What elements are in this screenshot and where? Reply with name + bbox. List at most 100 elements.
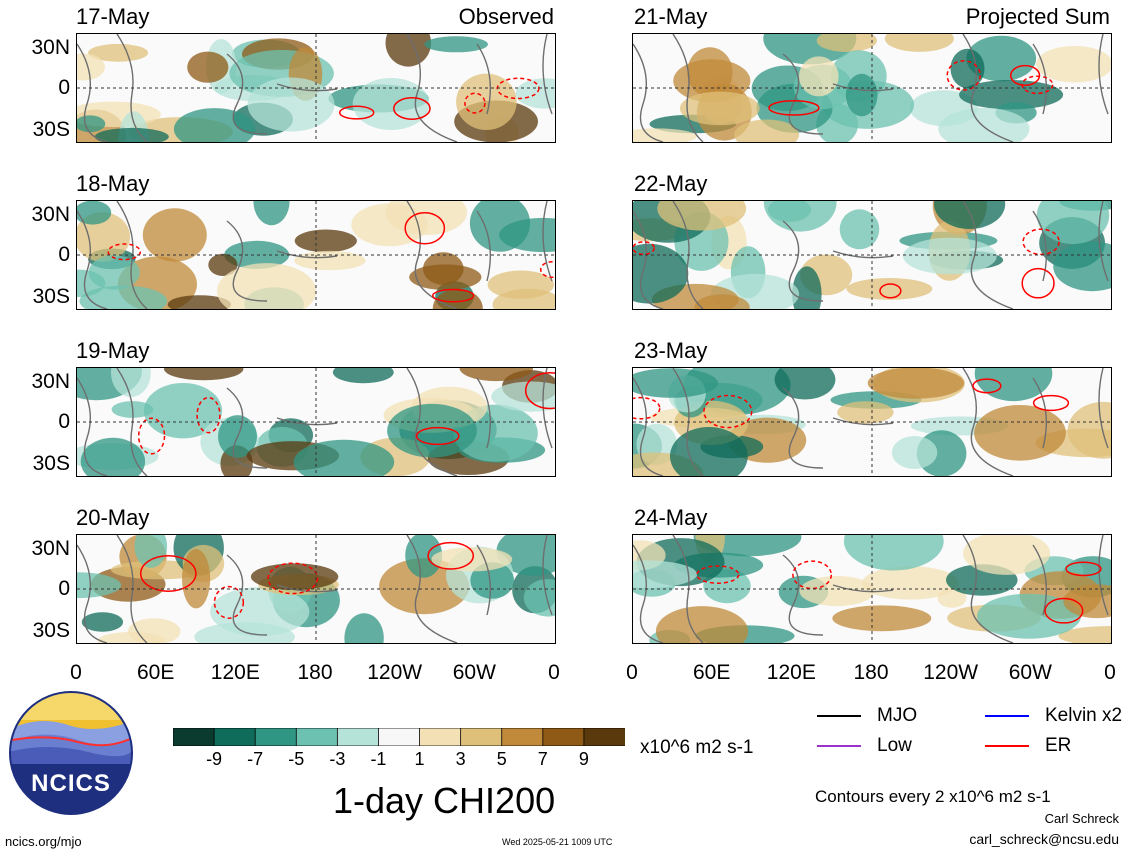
- er-contour: [196, 396, 221, 434]
- legend-line-er: [985, 745, 1029, 747]
- latitude-label: 30S: [32, 285, 70, 308]
- er-contour: [972, 378, 1002, 394]
- observed-chi200-map: [76, 200, 556, 310]
- ncics-logo[interactable]: NCICS: [8, 690, 134, 816]
- colorbar-swatch: [378, 727, 421, 747]
- figure-title: 1-day CHI200: [333, 780, 556, 821]
- er-contour: [139, 555, 197, 592]
- projected-chi200-map: [632, 534, 1112, 644]
- chi200-anomaly-blob: [891, 436, 938, 469]
- er-contour: [1022, 228, 1060, 256]
- chi200-anomaly-blob: [142, 208, 207, 262]
- author-email[interactable]: carl_schreck@ncsu.edu: [969, 831, 1119, 847]
- chi200-anomaly-blob: [387, 403, 477, 458]
- er-contour: [879, 283, 902, 299]
- er-contour: [1032, 394, 1070, 412]
- chi200-anomaly-blob: [734, 119, 800, 142]
- colorbar-swatches: [172, 727, 626, 747]
- observed-panel-tag: Observed: [458, 4, 554, 29]
- chi200-anomaly-blob: [469, 201, 531, 252]
- observed-panel-date: 18-May: [76, 171, 150, 196]
- chi200-anomaly-blob: [351, 203, 428, 247]
- chi200-anomaly-blob: [77, 201, 112, 225]
- coastline: [962, 535, 1014, 643]
- er-contour: [633, 396, 661, 420]
- coastline: [1032, 210, 1048, 282]
- latitude-label: 30S: [32, 118, 70, 141]
- chi200-anomaly-blob: [344, 613, 384, 643]
- chi200-anomaly-blob: [974, 405, 1066, 461]
- projected-panel-date: 23-May: [634, 338, 708, 363]
- map-field: [633, 201, 1111, 309]
- coastline: [406, 34, 458, 142]
- coastline: [542, 34, 553, 115]
- ncics-logo-graphic: [9, 691, 133, 815]
- coastline: [832, 83, 894, 92]
- colorbar-swatch: [336, 727, 380, 747]
- longitude-label: 120E: [766, 661, 816, 684]
- colorbar-tick-label: -7: [247, 749, 264, 769]
- chi200-anomaly-blob: [456, 73, 517, 130]
- projected-panel-date: 22-May: [634, 171, 708, 196]
- coastline: [276, 83, 338, 92]
- colorbar-swatch: [254, 727, 298, 747]
- chi200-anomaly-blob: [167, 295, 232, 309]
- chi200-anomaly-blob: [767, 201, 812, 222]
- coastline: [1098, 34, 1109, 115]
- latitude-label: 30N: [31, 370, 70, 393]
- coastline: [77, 544, 108, 643]
- er-contour: [524, 371, 555, 410]
- longitude-label: 0: [1104, 661, 1116, 684]
- chi200-anomaly-blob: [77, 53, 105, 81]
- chi200-anomaly-blob: [950, 48, 985, 89]
- observed-panel-date: 20-May: [76, 505, 150, 530]
- coastline: [782, 220, 824, 302]
- chi200-anomaly-blob: [77, 572, 122, 599]
- coastline: [226, 53, 268, 135]
- chi200-anomaly-blob: [409, 264, 482, 290]
- er-contour: [1065, 561, 1102, 577]
- er-contour: [539, 260, 555, 279]
- chi200-anomaly-blob: [884, 34, 954, 52]
- projected-chi200-map: [632, 367, 1112, 477]
- chi200-anomaly-blob: [97, 631, 166, 643]
- coastline: [77, 377, 108, 476]
- coastline: [226, 387, 268, 469]
- longitude-label: 180: [853, 661, 889, 684]
- observed-chi200-map: [76, 33, 556, 143]
- colorbar-tick-label: 9: [578, 749, 589, 769]
- er-contour: [464, 92, 486, 114]
- longitude-label: 60E: [692, 661, 731, 684]
- chi200-anomaly-blob: [81, 612, 124, 632]
- coastline: [77, 210, 108, 309]
- legend-label-low: Low: [877, 735, 912, 756]
- chi200-anomaly-blob: [938, 107, 1030, 142]
- map-field: [633, 535, 1111, 643]
- chi200-anomaly-blob: [633, 128, 697, 142]
- legend-line-mjo: [817, 715, 861, 717]
- latitude-label: 0: [58, 577, 70, 600]
- chi200-anomaly-blob: [774, 368, 836, 400]
- timestamp: Wed 2025-05-21 1009 UTC: [502, 837, 613, 847]
- colorbar-tick-label: -3: [329, 749, 346, 769]
- longitude-label: 0: [70, 661, 82, 684]
- chi200-anomaly-blob: [143, 383, 223, 439]
- colorbar-swatch: [172, 727, 215, 747]
- coastline: [116, 535, 148, 643]
- coastline: [406, 535, 458, 643]
- coastline: [476, 544, 492, 616]
- site-link[interactable]: ncics.org/mjo: [5, 834, 82, 849]
- chi200-anomaly-blob: [657, 201, 747, 231]
- chi200-anomaly-blob: [959, 80, 1064, 110]
- er-contour: [404, 211, 446, 245]
- chi200-anomaly-blob: [903, 237, 997, 275]
- chi200-anomaly-blob: [88, 43, 149, 62]
- legend-label-er: ER: [1045, 735, 1072, 756]
- longitude-label: 180: [297, 661, 333, 684]
- longitude-label: 0: [626, 661, 638, 684]
- chi200-anomaly-blob: [352, 78, 430, 130]
- chi200-anomaly-blob: [247, 77, 335, 132]
- er-contour: [107, 243, 142, 261]
- coastline: [962, 368, 1014, 476]
- er-contour: [431, 288, 475, 303]
